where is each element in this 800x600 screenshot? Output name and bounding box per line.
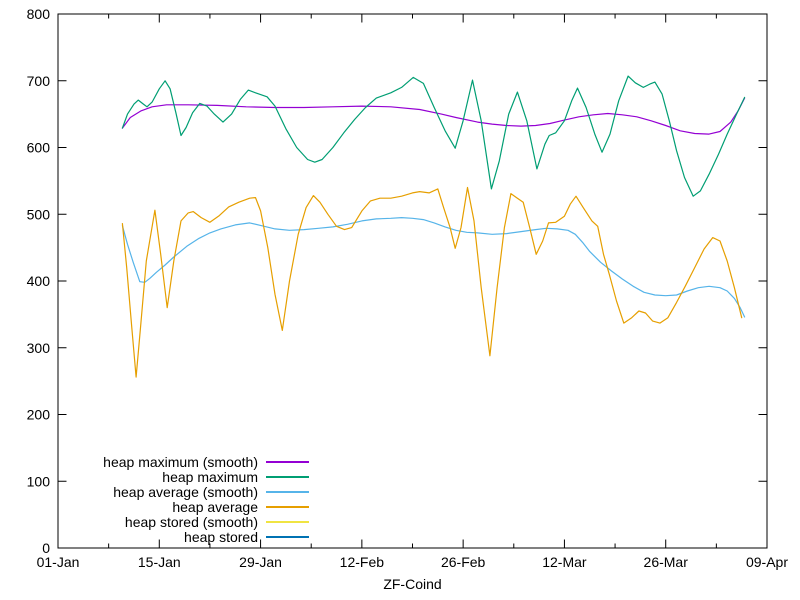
x-tick-label: 01-Jan: [37, 554, 80, 570]
y-tick-label: 700: [27, 73, 51, 89]
legend-label: heap average (smooth): [113, 484, 258, 500]
x-tick-label: 29-Jan: [239, 554, 282, 570]
y-tick-label: 600: [27, 140, 51, 156]
legend-label: heap average: [172, 499, 258, 515]
x-tick-label: 09-Apr: [746, 554, 788, 570]
y-tick-label: 500: [27, 206, 51, 222]
y-tick-label: 100: [27, 473, 51, 489]
y-tick-label: 0: [42, 540, 50, 556]
x-axis-label: ZF-Coind: [383, 576, 441, 592]
series-heap-average: [121, 186, 743, 378]
legend-label: heap stored (smooth): [125, 514, 258, 530]
y-tick-label: 200: [27, 407, 51, 423]
series-heap-average-smooth: [121, 217, 746, 318]
x-tick-label: 12-Feb: [340, 554, 385, 570]
y-tick-label: 400: [27, 273, 51, 289]
legend-label: heap maximum (smooth): [103, 454, 258, 470]
legend-label: heap maximum: [162, 469, 258, 485]
x-tick-label: 26-Mar: [644, 554, 689, 570]
legend-label: heap stored: [184, 529, 258, 545]
series-heap-maximum: [121, 75, 746, 197]
y-tick-label: 800: [27, 6, 51, 22]
y-tick-label: 300: [27, 340, 51, 356]
x-tick-label: 12-Mar: [542, 554, 587, 570]
x-tick-label: 15-Jan: [138, 554, 181, 570]
x-tick-label: 26-Feb: [441, 554, 486, 570]
